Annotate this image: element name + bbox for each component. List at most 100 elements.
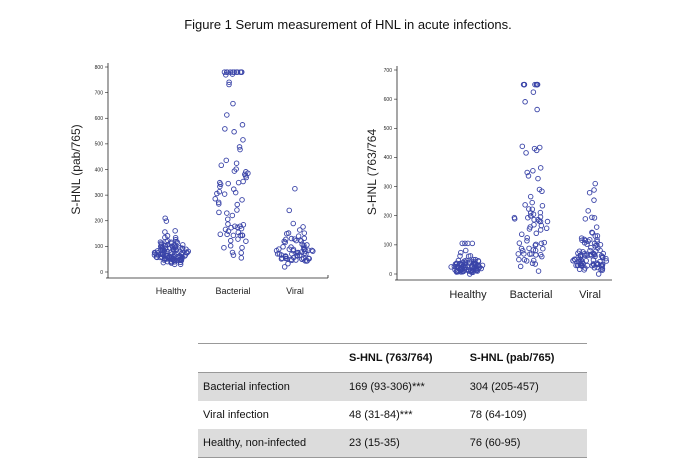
data-point — [516, 240, 523, 246]
data-point — [581, 240, 588, 246]
data-point — [538, 240, 545, 247]
y-tick-label: 100 — [95, 244, 104, 250]
data-point — [586, 189, 593, 196]
data-point — [223, 69, 230, 75]
data-point — [582, 216, 589, 222]
data-point — [229, 71, 236, 77]
data-point — [591, 251, 598, 258]
data-point — [177, 261, 184, 268]
data-point — [234, 201, 240, 208]
y-tick-label: 800 — [95, 65, 104, 71]
data-point — [519, 143, 526, 150]
data-point — [243, 238, 249, 244]
data-point — [457, 253, 463, 259]
data-point — [230, 252, 237, 258]
data-point — [297, 227, 303, 233]
data-point — [164, 233, 171, 239]
data-point — [165, 254, 172, 261]
y-tick-label: 500 — [384, 126, 393, 132]
table-row: Bacterial infection 169 (93-306)*** 304 … — [198, 372, 587, 401]
data-point — [533, 241, 539, 248]
data-point — [310, 248, 316, 254]
data-point — [531, 145, 538, 152]
data-point — [578, 252, 584, 258]
table-row: Healthy, non-infected 23 (15-35) 76 (60-… — [198, 429, 587, 458]
data-point — [537, 227, 544, 233]
data-point — [525, 173, 532, 179]
data-point — [521, 81, 527, 88]
table-cell-value: 48 (31-84)*** — [348, 409, 413, 421]
data-point — [527, 251, 533, 257]
data-point — [537, 209, 544, 216]
y-tick-label: 600 — [384, 97, 393, 103]
data-point — [533, 81, 540, 88]
data-point — [158, 243, 164, 250]
data-point — [589, 230, 596, 236]
data-point — [537, 165, 544, 171]
data-point — [223, 157, 229, 164]
data-point — [592, 180, 598, 187]
data-point — [294, 252, 300, 259]
data-point — [530, 168, 536, 174]
data-point — [226, 79, 232, 85]
data-point — [529, 199, 535, 206]
y-tick-label: 600 — [95, 116, 104, 122]
data-point — [216, 201, 222, 207]
data-point — [242, 173, 249, 179]
data-point — [214, 190, 220, 197]
y-tick-label: 400 — [384, 155, 393, 161]
table-cell-value: 76 (60-95) — [464, 429, 587, 458]
data-point — [589, 214, 595, 221]
y-tick-label: 0 — [100, 270, 103, 276]
data-point — [293, 237, 299, 244]
data-point — [540, 245, 546, 252]
table-cell-value: 169 (93-306)*** — [343, 372, 465, 401]
data-point — [172, 234, 179, 241]
data-point — [594, 236, 600, 243]
data-point — [468, 269, 475, 275]
data-point — [595, 261, 601, 267]
data-point — [531, 216, 537, 223]
data-point — [238, 250, 244, 256]
data-point — [526, 226, 533, 232]
table-cell-value: 304 (205-457) — [464, 372, 587, 401]
data-point — [301, 235, 308, 242]
data-point — [532, 261, 539, 267]
data-point — [274, 251, 281, 257]
data-point — [291, 236, 298, 242]
data-point — [530, 247, 537, 253]
data-point — [529, 260, 536, 267]
data-point — [591, 197, 597, 203]
data-point — [283, 236, 289, 243]
data-point — [535, 175, 541, 182]
data-point — [224, 231, 230, 238]
y-tick-label: 700 — [95, 90, 104, 96]
data-point — [286, 207, 292, 214]
data-point — [165, 241, 171, 248]
data-point — [301, 246, 307, 253]
data-point — [584, 251, 590, 257]
data-point — [235, 179, 242, 186]
data-point — [526, 206, 532, 212]
x-category-label: Healthy — [449, 289, 487, 301]
data-point — [448, 264, 454, 270]
data-point — [216, 209, 222, 216]
data-point — [289, 257, 295, 264]
data-point — [183, 246, 189, 252]
data-point — [233, 160, 240, 166]
data-point — [234, 207, 240, 213]
data-point — [168, 258, 175, 265]
data-point — [299, 256, 305, 263]
data-point — [226, 81, 232, 88]
data-point — [177, 254, 184, 260]
data-point — [594, 238, 600, 245]
data-point — [521, 251, 527, 257]
table-cell-group: Healthy, non-infected — [198, 429, 344, 458]
data-point — [231, 168, 238, 174]
data-point — [519, 231, 525, 238]
data-point — [237, 69, 244, 75]
x-category-label: Viral — [579, 289, 601, 301]
data-point — [231, 129, 237, 135]
data-point — [212, 196, 218, 202]
y-axis-label: S-HNL (763/764 — [365, 129, 379, 216]
